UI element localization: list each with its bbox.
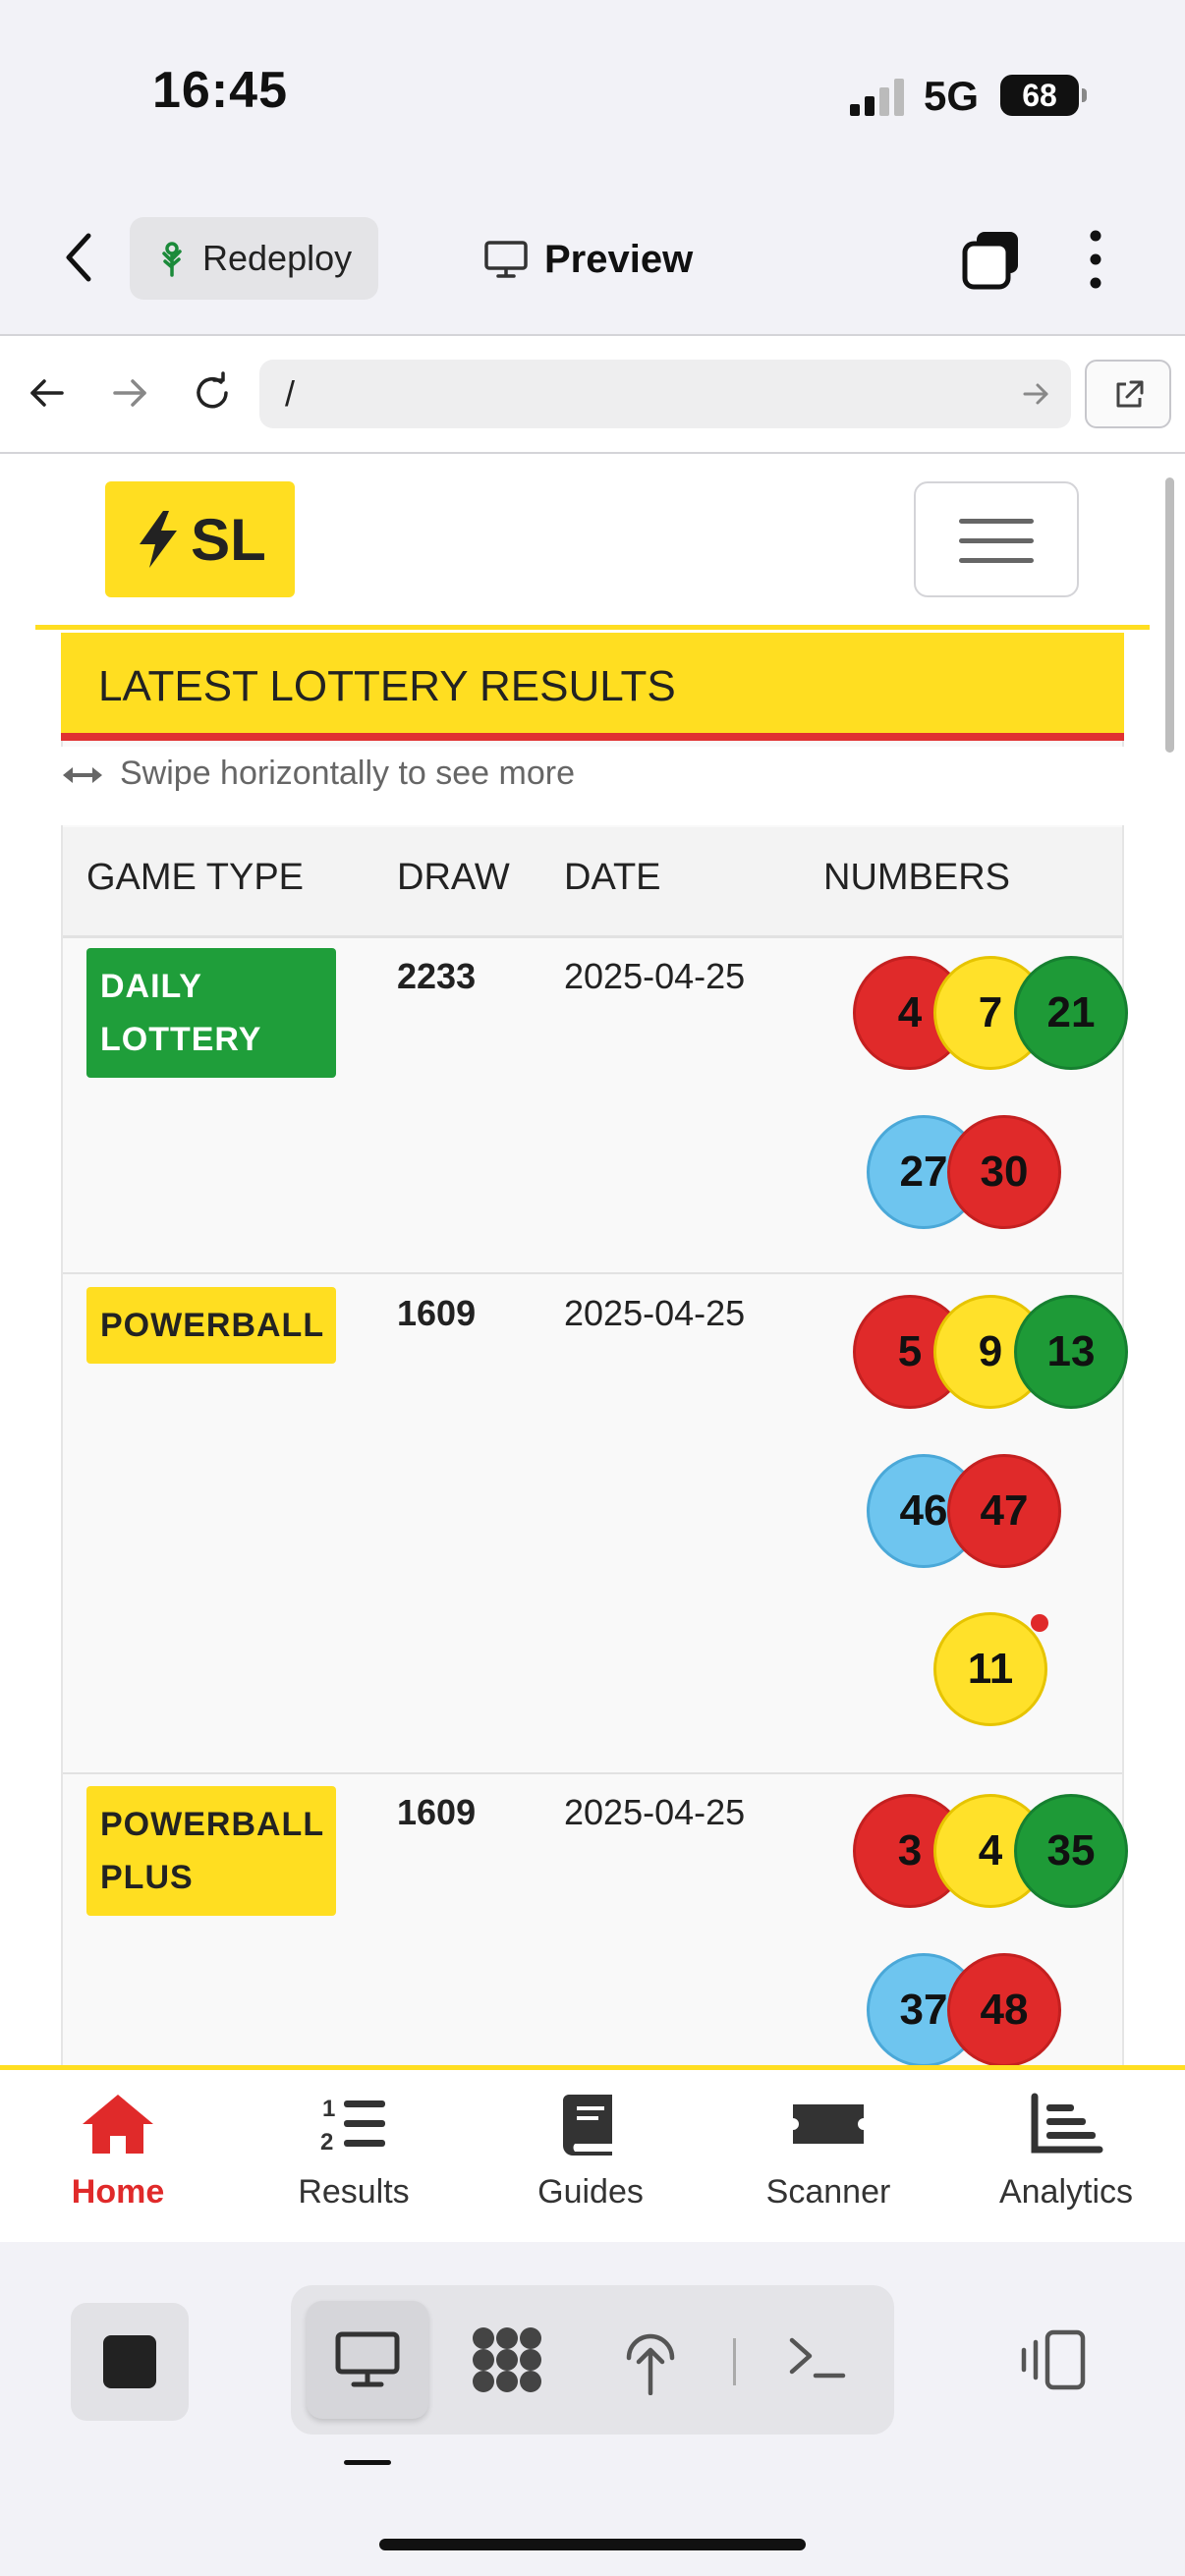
nav-label: Analytics: [998, 2173, 1134, 2211]
nav-label: Guides: [537, 2173, 644, 2211]
list-ordered-icon: 1 2: [320, 2096, 385, 2156]
game-type-badge: DAILY LOTTERY: [86, 948, 336, 1078]
nav-label: Results: [298, 2173, 410, 2211]
toolbar-divider: [733, 2338, 736, 2385]
page-scrollbar[interactable]: [1165, 477, 1174, 753]
nav-results[interactable]: 1 2 Results: [265, 2091, 442, 2212]
draw-date: 2025-04-25: [564, 956, 746, 996]
hamburger-line: [959, 538, 1034, 543]
home-indicator[interactable]: [379, 2539, 806, 2550]
draw-number: 1609: [397, 1792, 477, 1832]
column-header-date[interactable]: DATE: [564, 857, 661, 898]
number-ball: 13: [1014, 1295, 1128, 1409]
deploy-tree-icon: [162, 242, 182, 277]
menu-toggle-button[interactable]: [914, 481, 1079, 597]
draw-number: 1609: [397, 1293, 477, 1333]
nav-label: Scanner: [765, 2173, 891, 2211]
draw-number: 2233: [397, 956, 477, 996]
nav-analytics[interactable]: Analytics: [978, 2091, 1155, 2212]
column-header-draw[interactable]: DRAW: [397, 857, 510, 898]
selected-view-underline: [344, 2460, 391, 2465]
preview-tab[interactable]: Preview: [483, 228, 693, 291]
deploy-icon[interactable]: [621, 2324, 680, 2395]
table-row[interactable]: POWERBALL PLUS 1609 2025-04-25 3 4 35 37…: [63, 1774, 1128, 2069]
book-icon: [563, 2095, 612, 2156]
external-link-icon: [1116, 380, 1144, 408]
tabs-switcher-icon[interactable]: [961, 230, 1022, 291]
number-ball: 48: [947, 1953, 1061, 2067]
number-ball: 35: [1014, 1794, 1128, 1908]
terminal-icon[interactable]: [786, 2332, 849, 2383]
bonus-ball: 11: [933, 1612, 1047, 1726]
nav-guides[interactable]: Guides: [502, 2091, 679, 2212]
stop-icon: [103, 2335, 156, 2388]
table-header: GAME TYPE DRAW DATE NUMBERS: [63, 827, 1122, 938]
hamburger-line: [959, 519, 1034, 524]
column-header-numbers[interactable]: NUMBERS: [823, 857, 1011, 898]
table-row[interactable]: DAILY LOTTERY 2233 2025-04-25 4 7 21 27 …: [63, 938, 1128, 1274]
column-header-game-type[interactable]: GAME TYPE: [86, 857, 305, 898]
hamburger-line: [959, 558, 1034, 563]
reload-icon[interactable]: [191, 371, 234, 415]
preview-view-selected[interactable]: [307, 2301, 428, 2419]
preview-label: Preview: [544, 237, 694, 281]
swipe-hint-text: Swipe horizontally to see more: [120, 755, 576, 792]
draw-date: 2025-04-25: [564, 1293, 746, 1333]
browser-forward-icon[interactable]: [110, 373, 149, 413]
nav-label: Home: [71, 2173, 165, 2211]
swipe-hint: Swipe horizontally to see more: [61, 747, 1124, 825]
svg-text:1: 1: [322, 2096, 335, 2122]
go-arrow-icon[interactable]: [1022, 381, 1049, 407]
redeploy-button[interactable]: Redeploy: [130, 217, 378, 300]
open-external-button[interactable]: [1085, 360, 1171, 428]
horizontal-arrows-icon: [63, 767, 102, 783]
browser-back-icon[interactable]: [28, 373, 67, 413]
number-ball: 47: [947, 1454, 1061, 1568]
logo-text: SL: [191, 506, 266, 573]
workspace-icon[interactable]: [470, 2324, 544, 2395]
site-logo[interactable]: SL: [105, 481, 295, 597]
svg-text:2: 2: [320, 2129, 333, 2156]
nav-scanner[interactable]: Scanner: [740, 2091, 917, 2212]
chart-icon: [1031, 2093, 1103, 2154]
ticket-icon: [793, 2104, 864, 2144]
header-divider: [35, 625, 1150, 630]
monitor-icon[interactable]: [334, 2330, 401, 2389]
back-chevron-icon[interactable]: [59, 228, 98, 287]
stop-button[interactable]: [71, 2303, 189, 2421]
status-bar: [0, 0, 1185, 187]
monitor-icon: [484, 241, 528, 278]
table-row[interactable]: POWERBALL 1609 2025-04-25 5 9 13 46 47 1…: [63, 1275, 1128, 1774]
lightning-icon: [140, 511, 178, 568]
section-title: LATEST LOTTERY RESULTS: [98, 662, 676, 710]
game-type-badge: POWERBALL: [86, 1287, 336, 1364]
draw-date: 2025-04-25: [564, 1792, 746, 1832]
number-ball: 21: [1014, 956, 1128, 1070]
network-type: 5G: [924, 73, 980, 119]
more-vertical-icon[interactable]: [1081, 228, 1110, 291]
url-bar[interactable]: /: [259, 360, 1071, 428]
powerball-indicator-dot: [1031, 1614, 1048, 1632]
battery-indicator: 68: [1000, 75, 1087, 116]
results-card-header: LATEST LOTTERY RESULTS: [61, 633, 1124, 741]
status-time: 16:45: [152, 62, 288, 119]
panel-layout-icon[interactable]: [1018, 2326, 1089, 2393]
home-icon: [83, 2095, 153, 2154]
redeploy-label: Redeploy: [202, 238, 353, 278]
game-type-badge: POWERBALL PLUS: [86, 1786, 336, 1916]
signal-icon: [850, 79, 904, 116]
nav-home[interactable]: Home: [29, 2091, 206, 2212]
number-ball: 30: [947, 1115, 1061, 1229]
url-text: /: [285, 373, 296, 414]
